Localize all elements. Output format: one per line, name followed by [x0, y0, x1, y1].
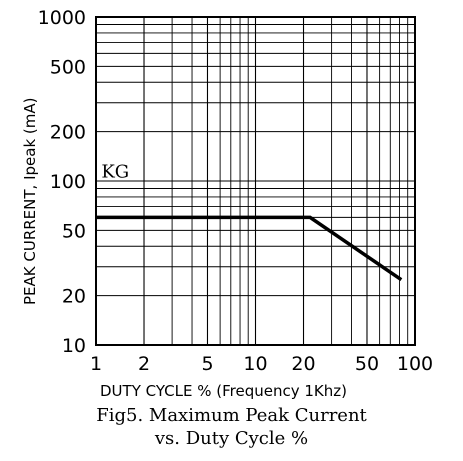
x-axis-label: DUTY CYCLE % (Frequency 1Khz): [100, 382, 347, 400]
y-tick-labels: 10 20 50 100 200 500 1000: [38, 7, 86, 357]
x-tick-label: 50: [355, 353, 379, 375]
y-tick-label: 20: [62, 286, 86, 308]
x-tick-labels: 1 2 5 10 20 50 100: [90, 353, 433, 375]
grid-major: [96, 17, 415, 345]
y-tick-label: 10: [62, 335, 86, 357]
chart-subtitle: vs. Duty Cycle %: [154, 428, 309, 449]
series-layer: [96, 215, 403, 282]
y-tick-label: 50: [62, 220, 86, 242]
series-line-1: [96, 215, 403, 282]
y-tick-label: 500: [50, 56, 86, 78]
x-tick-label: 5: [201, 353, 213, 375]
x-tick-label: 100: [397, 353, 433, 375]
annotation-layer: KG: [101, 162, 129, 183]
y-axis-label: PEAK CURRENT, Ipeak (mA): [21, 98, 39, 305]
y-tick-label: 1000: [38, 7, 86, 29]
y-tick-label: 200: [50, 122, 86, 144]
x-tick-label: 2: [138, 353, 150, 375]
plot-frame: [95, 16, 416, 346]
chart-title: Fig5. Maximum Peak Current: [96, 405, 367, 426]
x-tick-label: 1: [90, 353, 102, 375]
y-tick-label: 100: [50, 171, 86, 193]
x-tick-label: 10: [243, 353, 267, 375]
annotation-label: KG: [101, 162, 129, 183]
x-tick-label: 20: [291, 353, 315, 375]
